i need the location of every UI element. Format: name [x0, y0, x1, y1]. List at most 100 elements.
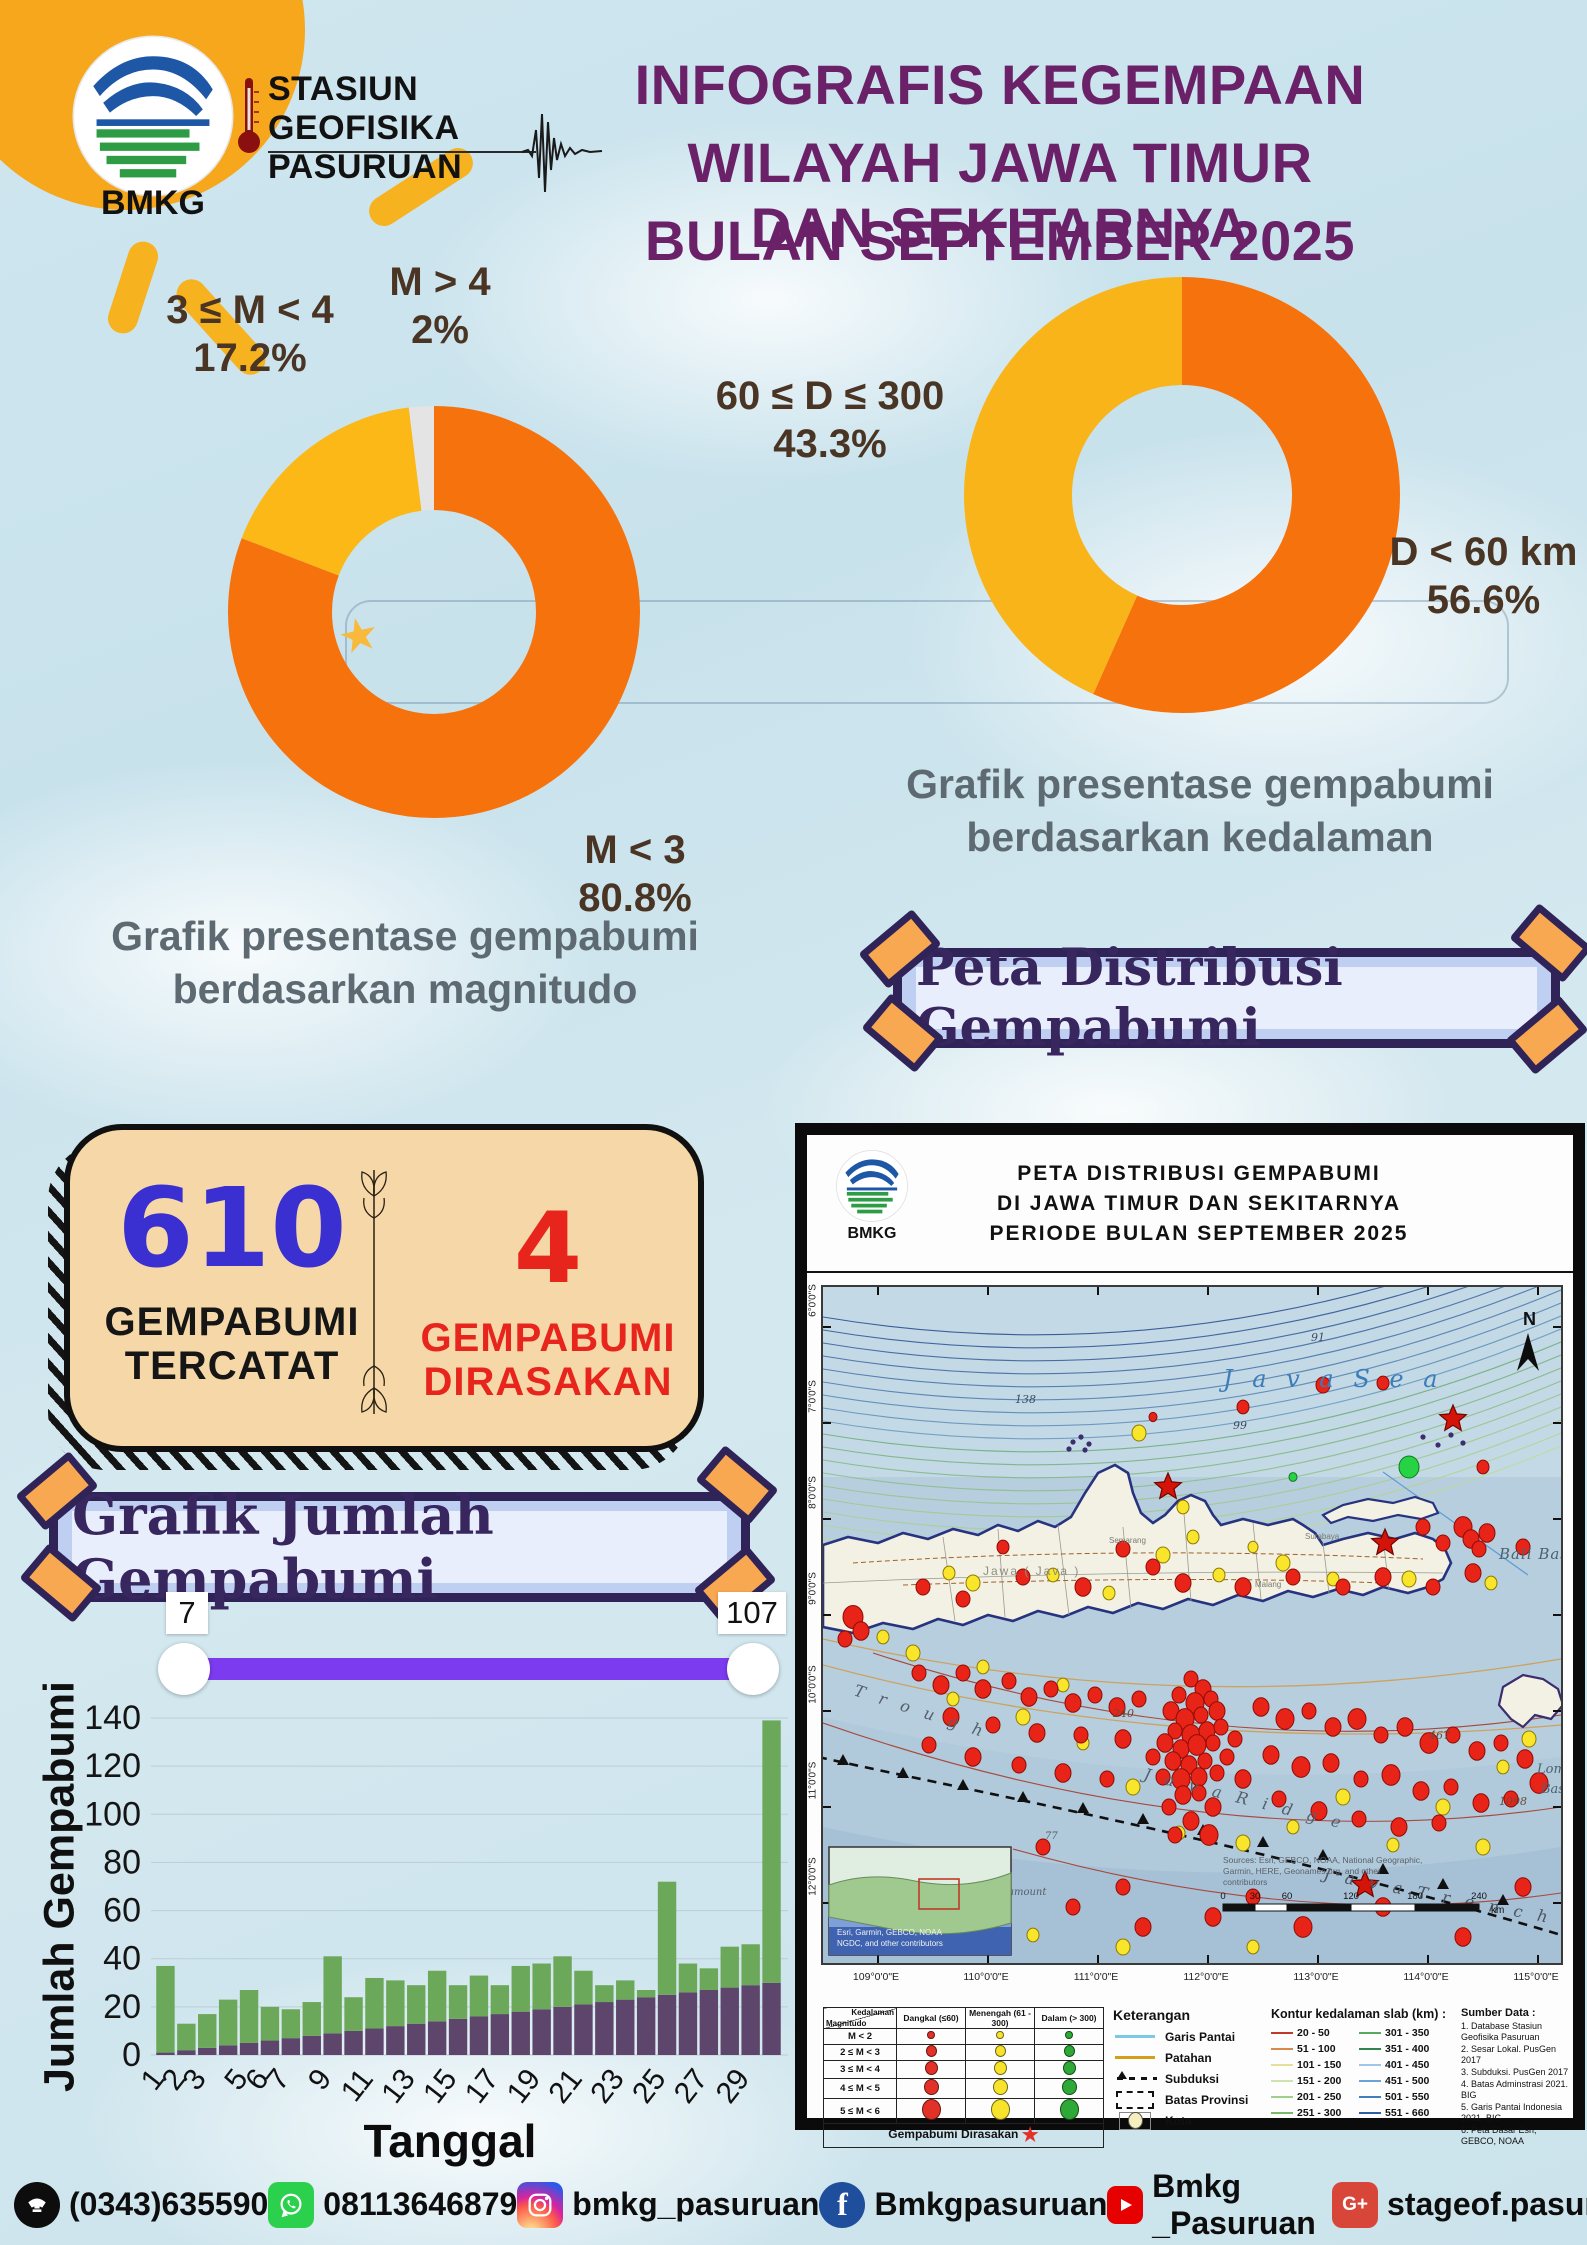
svg-text:21: 21: [542, 2063, 589, 2110]
svg-text:140: 140: [84, 1699, 141, 1737]
map-banner: Peta Distribusi Gempabumi: [893, 938, 1560, 1058]
svg-text:120: 120: [84, 1747, 141, 1785]
chart-banner: Grafik Jumlah Gempabumi: [49, 1483, 750, 1611]
recorded-label-line-2: TERCATAT: [124, 1344, 340, 1388]
latitude-label: 7°0'0"S: [807, 1380, 819, 1413]
kontur-range-row: 201 - 250 501 - 550: [1271, 2089, 1459, 2105]
svg-text:77: 77: [1045, 1831, 1058, 1842]
map-banner-label: Peta Distribusi Gempabumi: [916, 938, 1537, 1058]
contact-instagram: bmkg_pasuruan: [517, 2181, 819, 2228]
station-underline: [268, 151, 536, 153]
sumber-item: 5. Garis Pantai Indonesia 2021. BIG: [1461, 2102, 1563, 2123]
depth-shallow-value: 56.6%: [1426, 578, 1541, 622]
magnitude-low-label: M < 3: [584, 828, 686, 872]
instagram-icon: [517, 2181, 564, 2228]
phone-icon: [14, 2181, 60, 2228]
svg-text:NGDC, and other contributors: NGDC, and other contributors: [837, 1939, 943, 1948]
keterangan-item: Garis Pantai: [1113, 2026, 1265, 2047]
magnitude-mid-value: 17.2%: [193, 336, 307, 380]
svg-text:Tanggal: Tanggal: [364, 2115, 537, 2167]
felt-label-line-1: GEMPABUMI: [420, 1316, 676, 1360]
magnitude-high-callout: M > 4 2%: [345, 258, 535, 354]
felt-label: GEMPABUMI DIRASAKAN: [408, 1316, 688, 1404]
contact-phone: (0343)635590: [14, 2181, 269, 2228]
longitude-label: 111°0'0"E: [1073, 1971, 1119, 1983]
svg-text:30: 30: [1250, 1891, 1261, 1902]
station-line-2: GEOFISIKA: [268, 109, 460, 147]
sumber-item: 3. Subduksi. PusGen 2017: [1461, 2067, 1569, 2077]
slider-track[interactable]: [184, 1658, 754, 1680]
distribution-map: BMKG PETA DISTRIBUSI GEMPABUMI DI JAWA T…: [795, 1123, 1585, 2149]
facebook-handle: Bmkgpasuruan: [874, 2186, 1108, 2222]
svg-text:100: 100: [84, 1795, 141, 1833]
magnitude-caption-line-2: berdasarkan magnitudo: [172, 966, 638, 1012]
sumber-item: 2. Sesar Lokal. PusGen 2017: [1461, 2044, 1557, 2065]
svg-text:km: km: [1491, 1905, 1504, 1916]
contact-whatsapp: 08113646879: [268, 2181, 517, 2228]
svg-text:99: 99: [1233, 1419, 1247, 1432]
svg-text:138: 138: [1015, 1393, 1036, 1406]
depth-caption-line-2: berdasarkan kedalaman: [966, 814, 1434, 860]
contact-youtube: Bmkg _Pasuruan: [1107, 2168, 1332, 2242]
latitude-label: 8°0'0"S: [807, 1476, 819, 1509]
svg-text:19: 19: [501, 2063, 548, 2110]
svg-text:17: 17: [459, 2063, 506, 2110]
sumber-item: 1. Database Stasiun Geofisika Pasuruan: [1461, 2021, 1543, 2042]
facebook-icon: f: [819, 2181, 866, 2228]
svg-text:80: 80: [103, 1843, 141, 1881]
slider-handle-max[interactable]: [727, 1643, 779, 1695]
felt-label-line-2: DIRASAKAN: [423, 1360, 673, 1404]
map-legend-sumber: Sumber Data : 1. Database Stasiun Geofis…: [1461, 2007, 1569, 2148]
depth-shallow-label: D < 60 km: [1389, 530, 1578, 574]
slider-max-value: 107: [718, 1592, 786, 1634]
email-address: stageof.pasuruan@bmkg.go.id: [1387, 2186, 1587, 2222]
contact-facebook: f Bmkgpasuruan: [819, 2181, 1108, 2228]
svg-text:0: 0: [1220, 1891, 1225, 1902]
recorded-label-line-1: GEMPABUMI: [104, 1300, 360, 1344]
svg-text:Garmin, HERE, Geonames.org, an: Garmin, HERE, Geonames.org, and other: [1223, 1866, 1381, 1876]
map-logo-label: BMKG: [847, 1225, 897, 1242]
magnitude-caption: Grafik presentase gempabumi berdasarkan …: [80, 910, 730, 1016]
svg-text:N: N: [1523, 1309, 1536, 1329]
latitude-label: 6°0'0"S: [807, 1284, 819, 1317]
magnitude-high-label: M > 4: [389, 260, 491, 304]
depth-mid-label: 60 ≤ D ≤ 300: [715, 374, 945, 418]
contact-footer: (0343)635590 08113646879 bmkg_pasuruan: [0, 2164, 1587, 2245]
googleplus-icon: G+: [1332, 2181, 1379, 2228]
svg-text:Sources: Esri, GEBCO, NOAA, Na: Sources: Esri, GEBCO, NOAA, National Geo…: [1223, 1855, 1422, 1865]
station-line-1: STASIUN: [268, 70, 419, 108]
keterangan-item: Batas Provinsi: [1113, 2089, 1265, 2110]
donut-slice: [964, 277, 1400, 713]
longitude-label: 109°0'0"E: [852, 1971, 900, 1983]
depth-shallow-callout: D < 60 km 56.6%: [1386, 528, 1581, 624]
depth-mid-callout: 60 ≤ D ≤ 300 43.3%: [690, 372, 970, 468]
longitude-label: 112°0'0"E: [1183, 1971, 1229, 1983]
svg-text:240: 240: [1471, 1891, 1487, 1902]
magnitude-low-value: 80.8%: [578, 876, 692, 920]
svg-text:29: 29: [710, 2063, 757, 2110]
phone-number: (0343)635590: [69, 2186, 269, 2222]
keterangan-item: Subduksi: [1113, 2068, 1265, 2089]
svg-text:11: 11: [335, 2063, 380, 2108]
svg-text:60: 60: [103, 1892, 141, 1930]
svg-text:27: 27: [668, 2063, 715, 2110]
svg-text:240: 240: [1112, 1707, 1134, 1720]
svg-text:467: 467: [1428, 1729, 1450, 1742]
svg-text:25: 25: [626, 2063, 673, 2110]
longitude-label: 115°0'0"E: [1513, 1971, 1559, 1983]
svg-text:15: 15: [417, 2063, 464, 2110]
kontur-title: Kontur kedalaman slab (km) :: [1271, 2007, 1447, 2021]
sumber-title: Sumber Data :: [1461, 2007, 1536, 2019]
slider-handle-min[interactable]: [158, 1643, 210, 1695]
kontur-range-row: 20 - 50 301 - 350: [1271, 2025, 1459, 2041]
depth-caption: Grafik presentase gempabumi berdasarkan …: [875, 758, 1525, 864]
latitude-label: 10°0'0"S: [807, 1665, 819, 1704]
svg-text:23: 23: [584, 2063, 631, 2110]
longitude-label: 113°0'0"E: [1293, 1971, 1339, 1983]
svg-text:Malang: Malang: [1255, 1580, 1281, 1589]
svg-text:Jawa ( Java ): Jawa ( Java ): [983, 1564, 1080, 1578]
magnitude-low-callout: M < 3 80.8%: [520, 826, 750, 922]
